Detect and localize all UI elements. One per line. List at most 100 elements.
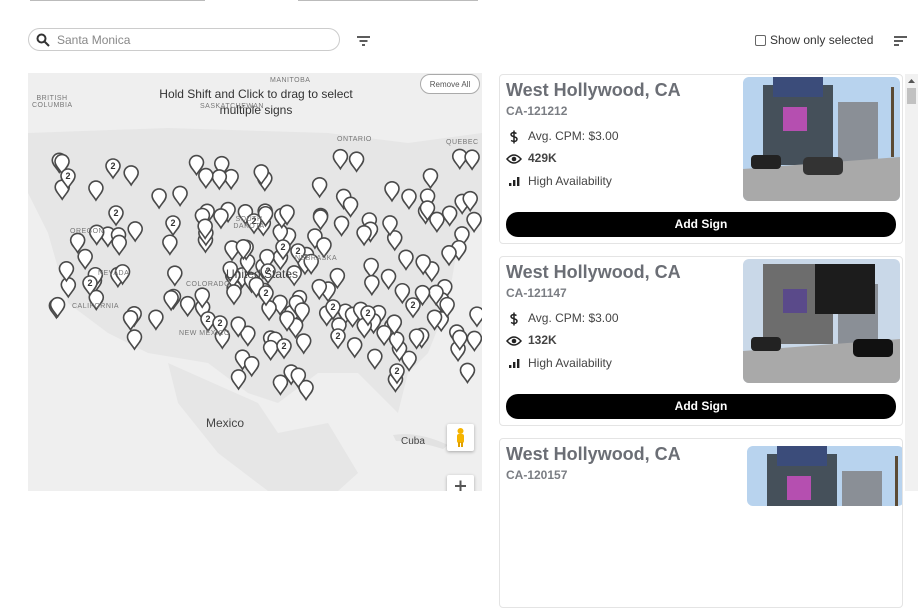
sign-marker[interactable] — [469, 306, 482, 328]
cluster-marker[interactable]: 2 — [105, 158, 121, 180]
sign-marker[interactable] — [167, 265, 183, 287]
search-box[interactable]: Santa Monica — [28, 28, 340, 51]
cluster-marker[interactable]: 2 — [330, 328, 346, 350]
sign-marker[interactable] — [123, 165, 139, 187]
sign-marker[interactable] — [462, 190, 479, 213]
sign-marker[interactable] — [429, 211, 445, 234]
cluster-marker[interactable]: 2 — [276, 338, 292, 360]
sign-marker[interactable] — [259, 248, 275, 271]
cluster-marker[interactable]: 2 — [82, 275, 98, 297]
sign-marker[interactable] — [226, 284, 242, 306]
sign-marker[interactable] — [363, 257, 379, 280]
sign-marker[interactable] — [386, 230, 403, 252]
sign-marker[interactable] — [303, 253, 319, 276]
sign-marker[interactable] — [466, 330, 482, 353]
street-view-button[interactable] — [447, 424, 474, 451]
sign-marker[interactable] — [333, 215, 350, 237]
sign-marker[interactable] — [224, 240, 240, 262]
cluster-marker[interactable]: 2 — [258, 285, 274, 307]
sign-marker[interactable] — [58, 261, 75, 283]
sign-marker[interactable] — [380, 268, 397, 291]
sign-marker[interactable] — [127, 221, 143, 243]
sign-marker[interactable] — [376, 324, 392, 347]
sign-marker[interactable] — [230, 316, 247, 338]
sign-marker[interactable] — [213, 208, 229, 230]
cluster-marker[interactable]: 2 — [360, 305, 376, 327]
sign-marker[interactable] — [364, 274, 380, 297]
sign-marker[interactable] — [342, 196, 359, 218]
listing-card[interactable]: West Hollywood, CA CA-121147 Avg. CPM: $3.… — [499, 256, 903, 426]
sign-marker[interactable] — [401, 350, 417, 372]
sign-marker[interactable] — [422, 168, 439, 190]
sign-marker[interactable] — [162, 234, 178, 256]
add-sign-button[interactable]: Add Sign — [506, 394, 896, 419]
sign-marker[interactable] — [197, 218, 213, 240]
sign-marker[interactable] — [348, 151, 365, 173]
sign-marker[interactable] — [77, 248, 93, 271]
sign-marker[interactable] — [428, 284, 444, 306]
sign-marker[interactable] — [346, 337, 363, 359]
cluster-marker[interactable]: 2 — [60, 168, 76, 190]
sort-icon[interactable] — [893, 35, 908, 47]
sign-marker[interactable] — [401, 188, 417, 211]
sign-marker[interactable] — [426, 309, 443, 331]
sign-marker[interactable] — [311, 176, 328, 199]
sign-marker[interactable] — [272, 374, 289, 396]
sign-marker[interactable] — [290, 367, 307, 389]
sign-marker[interactable] — [235, 238, 252, 261]
sign-marker[interactable] — [49, 296, 66, 319]
sign-marker[interactable] — [311, 278, 328, 301]
sign-marker[interactable] — [329, 267, 346, 290]
cluster-marker[interactable]: 2 — [165, 215, 181, 237]
sign-marker[interactable] — [230, 369, 247, 391]
checkbox[interactable] — [755, 35, 766, 46]
sign-marker[interactable] — [286, 265, 302, 287]
sign-marker[interactable] — [188, 154, 205, 177]
sign-marker[interactable] — [415, 254, 431, 276]
sign-marker[interactable] — [179, 295, 196, 318]
sign-marker[interactable] — [151, 188, 167, 210]
cluster-marker[interactable]: 2 — [275, 239, 291, 261]
cluster-marker[interactable]: 2 — [108, 205, 124, 227]
sign-marker[interactable] — [408, 328, 425, 350]
sign-marker[interactable] — [316, 237, 332, 259]
filter-icon[interactable] — [356, 35, 371, 47]
sign-marker[interactable] — [198, 167, 214, 190]
sign-marker[interactable] — [382, 215, 398, 237]
sign-marker[interactable] — [367, 348, 383, 371]
sign-marker[interactable] — [111, 234, 128, 257]
sign-marker[interactable] — [279, 204, 295, 226]
zoom-in-button[interactable] — [447, 475, 474, 491]
sign-marker[interactable] — [459, 362, 476, 384]
sign-marker[interactable] — [88, 224, 105, 246]
sign-marker[interactable] — [298, 379, 314, 402]
sign-marker[interactable] — [466, 211, 482, 234]
sign-marker[interactable] — [388, 331, 405, 353]
sign-marker[interactable] — [294, 302, 310, 324]
sign-marker[interactable] — [332, 148, 349, 171]
sign-marker[interactable] — [54, 153, 70, 176]
sign-marker[interactable] — [452, 329, 468, 352]
cluster-marker[interactable]: 2 — [325, 299, 341, 321]
sign-marker[interactable] — [126, 329, 143, 351]
listing-card[interactable]: West Hollywood, CA CA-120157 — [499, 438, 903, 608]
add-sign-button[interactable]: Add Sign — [506, 212, 896, 237]
sign-marker[interactable] — [240, 325, 256, 347]
listing-card[interactable]: West Hollywood, CA CA-121212 Avg. CPM: $3.… — [499, 74, 903, 244]
sign-marker[interactable] — [172, 185, 188, 207]
sign-marker[interactable] — [88, 180, 104, 202]
sign-marker[interactable] — [122, 309, 139, 332]
sign-marker[interactable] — [262, 339, 279, 362]
sign-marker[interactable] — [464, 149, 480, 171]
cluster-marker[interactable]: 2 — [290, 243, 306, 265]
sign-marker[interactable] — [222, 260, 239, 283]
cluster-marker[interactable]: 2 — [246, 213, 262, 235]
sign-marker[interactable] — [439, 296, 455, 319]
sign-marker[interactable] — [441, 245, 457, 267]
sign-marker[interactable] — [419, 200, 436, 222]
scrollbar-thumb[interactable] — [907, 88, 916, 104]
sign-marker[interactable] — [223, 168, 239, 191]
sign-marker[interactable] — [213, 155, 230, 178]
sign-marker[interactable] — [451, 148, 468, 170]
